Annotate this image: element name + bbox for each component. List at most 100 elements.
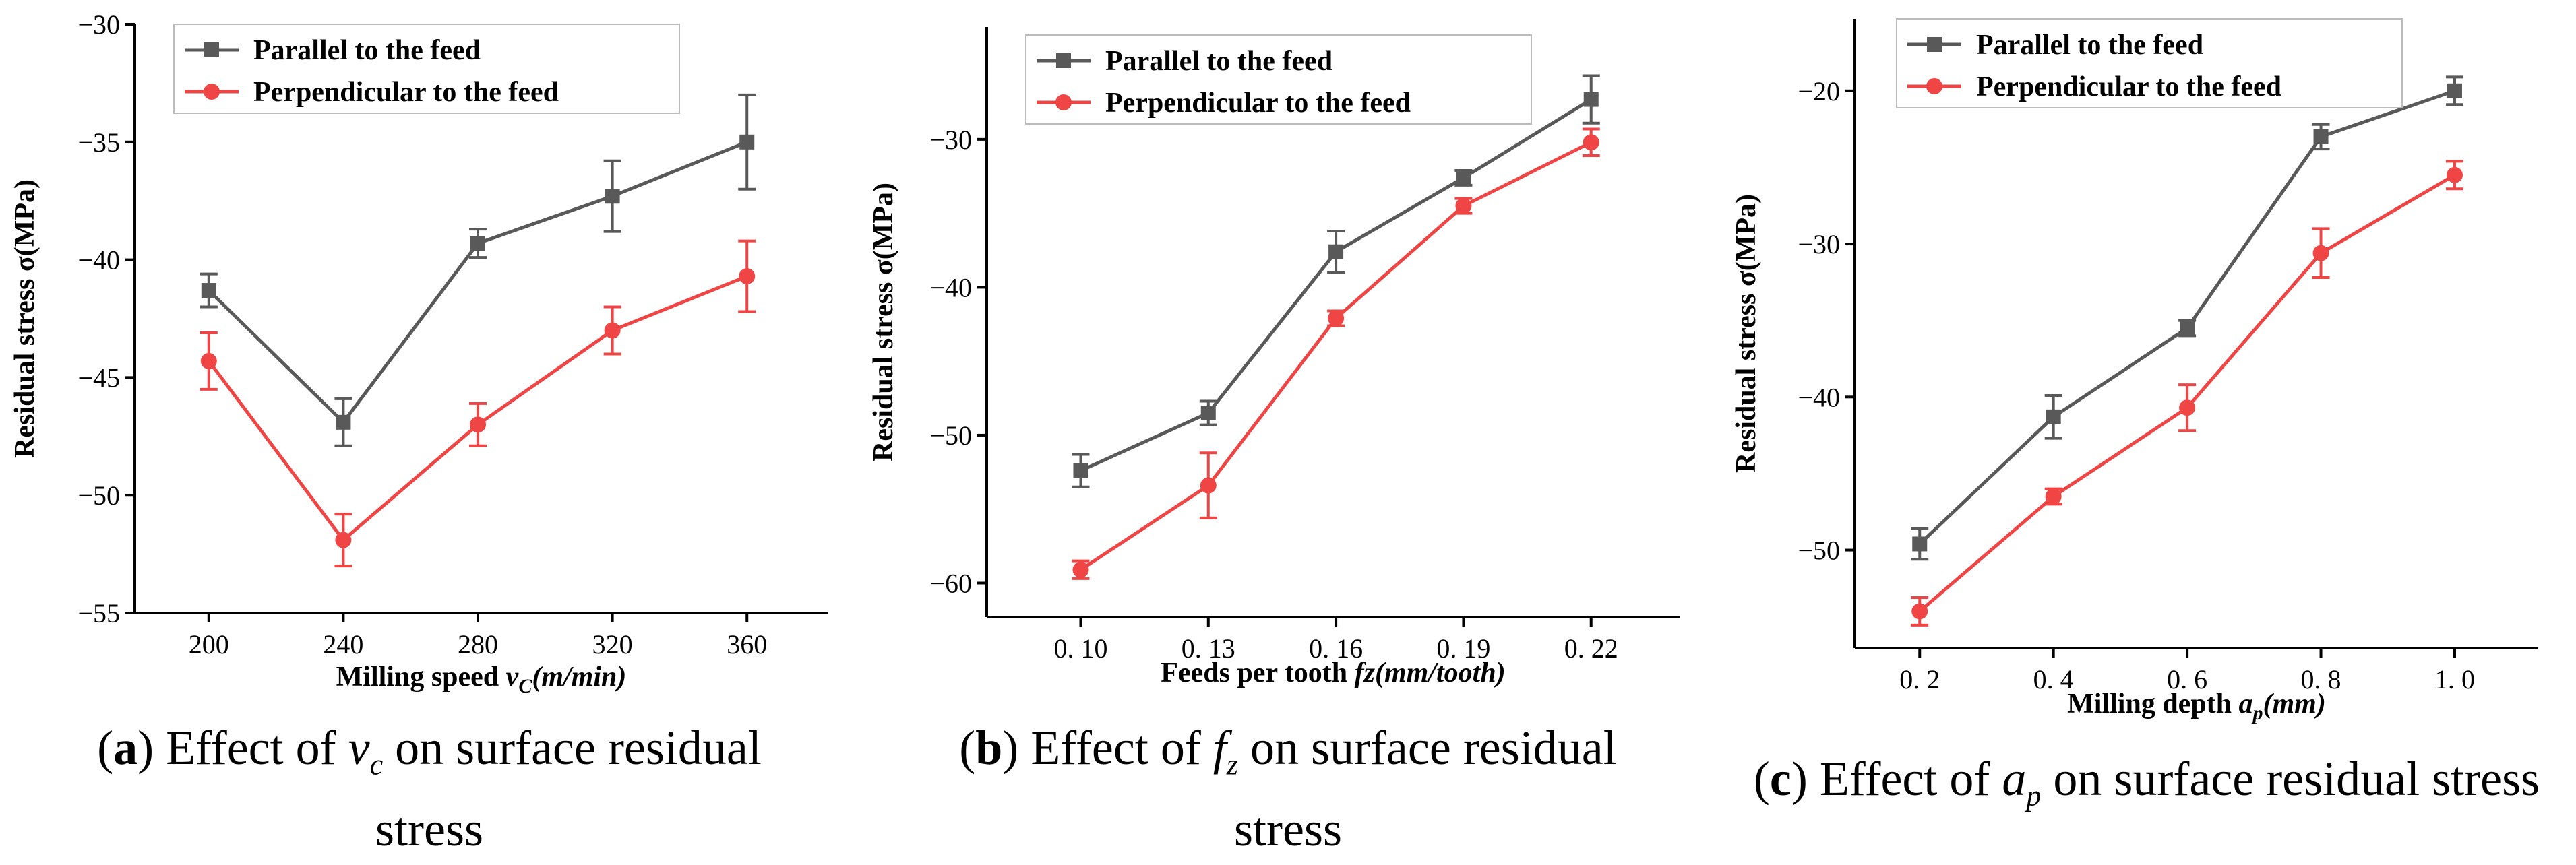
caption-b-letter: b [975,721,1003,775]
chart-a-x-tick-label: 360 [727,629,767,660]
chart-a-y-tick-label: −35 [78,127,120,158]
chart-b-series-perpendicular-point [1455,197,1472,214]
chart-b-y-tick-label: −40 [929,272,972,302]
chart-c-series-parallel-point [2313,129,2329,144]
chart-a-y-tick-label: −55 [78,598,120,629]
caption-a-var: v [348,721,370,775]
caption-c-var: a [2002,752,2027,806]
caption-b-sub: z [1226,748,1238,781]
caption-b-post: on surface residual [1237,721,1617,775]
chart-b-x-label-main: Feeds per tooth [1161,658,1354,688]
chart-a-series-parallel-point [470,236,486,251]
chart-a-y-tick-label: −50 [78,480,120,511]
caption-b-pre: Effect of [1031,721,1213,775]
caption-c-pre: Effect of [1819,752,2002,806]
chart-panel-b: −60 −50 −40 −30 0. 10 0. 13 0. 16 0. 19 0. 22 Res… [859,0,1717,865]
chart-c-y-axis-label: Residual stress σ(MPa) [1731,194,1762,473]
chart-a-series-perpendicular-point [335,532,352,548]
chart-a-legend [173,24,680,114]
chart-b-x-tick-label: 0. 19 [1436,633,1490,664]
chart-c-series-perpendicular-point [2446,166,2463,183]
chart-b-series-perpendicular-point [1328,310,1345,327]
chart-c-legend [1896,18,2403,108]
chart-b-legend-marker [1056,53,1071,68]
chart-b-y-tick-label: −30 [929,125,972,155]
chart-a-series-parallel-point [336,414,351,430]
chart-c-x-label-sub: p [2251,702,2263,724]
caption-a-sub: c [369,748,384,781]
chart-c-y-tick-label: −20 [1798,76,1840,106]
chart-a-x-label-sub: C [518,675,532,697]
chart-b-x-tick-label: 0. 10 [1053,633,1107,664]
chart-b-y-tick-label: −60 [929,569,972,599]
caption-a-line2: stress [375,802,483,857]
chart-c-legend-marker [1926,78,1942,94]
chart-a-legend-label: Perpendicular to the feed [253,77,559,108]
chart-c-x-label-unit: (mm) [2263,688,2326,719]
chart-c-x-label-main: Milling depth [2067,688,2238,719]
chart-c-y-tick-label: −50 [1798,536,1840,566]
chart-a-y-axis-label: Residual stress σ(MPa) [9,179,40,458]
chart-c-series-parallel-point [2046,409,2061,424]
chart-b-series-parallel-point [1073,463,1088,478]
chart-a-x-label-unit: (m/min) [532,662,626,693]
chart-b-plot: −60 −50 −40 −30 0. 10 0. 13 0. 16 0. 19 0. 22 Res… [868,27,1680,688]
chart-c-x-tick-label: 1. 0 [2434,664,2475,695]
chart-b-series-perpendicular-point [1072,561,1089,578]
caption-c: (c) Effect of ap on surface residual str… [1753,752,2540,812]
caption-b-var: f [1213,721,1227,775]
chart-c-x-tick-label: 0. 6 [2167,664,2207,695]
chart-a-x-tick-label: 200 [189,629,229,660]
chart-c-plot: −50 −40 −30 −20 0. 2 0. 4 0. 6 0. 8 1. 0 Residual… [1731,18,2538,724]
chart-b-y-axis-label: Residual stress σ(MPa) [868,183,899,461]
chart-a-x-label-main: Milling speed [336,662,506,693]
chart-a-plot: −55 −50 −45 −40 −35 −30 200 240 280 320 360 Residua… [9,9,828,697]
chart-b-series-parallel-point [1328,244,1344,259]
chart-a-y-tick-label: −30 [78,9,120,40]
chart-a-series-parallel-point [739,134,755,150]
chart-c-series-parallel-point [2180,321,2195,336]
chart-b-x-tick-label: 0. 13 [1182,633,1235,664]
chart-b-x-axis-label: Feeds per tooth fz(mm/tooth) [1161,658,1505,688]
chart-b-series-parallel-point [1456,170,1471,185]
chart-a-x-axis-label: Milling speed vC(m/min) [336,662,627,697]
chart-b-series-perpendicular-point [1200,477,1217,494]
caption-a-letter: a [113,721,138,775]
chart-c-x-tick-label: 0. 8 [2301,664,2341,695]
chart-c-series-perpendicular-point [2312,245,2329,261]
chart-a-x-label-var: v [506,662,520,693]
chart-b-x-tick-label: 0. 16 [1309,633,1363,664]
chart-c-series-perpendicular-point [1911,603,1928,620]
caption-c-post: on surface residual stress [2041,752,2540,806]
chart-c-x-axis-label: Milling depth ap(mm) [2067,688,2326,724]
caption-c-sub: p [2026,779,2042,812]
chart-c-x-tick-label: 0. 2 [1899,664,1940,695]
chart-c-y-tick-label: −40 [1798,382,1840,412]
chart-c-legend-label: Parallel to the feed [1976,30,2203,61]
caption-a-pre: Effect of [166,721,348,775]
chart-c-legend-marker [1927,37,1942,52]
chart-b-x-label-var: fz [1355,658,1376,688]
chart-a-series-perpendicular-point [200,352,217,369]
chart-c-series-parallel-point [1912,536,1928,552]
chart-panel-a: −55 −50 −45 −40 −35 −30 200 240 280 320 360 Residua… [0,0,859,865]
chart-b-x-label-unit: (mm/tooth) [1375,658,1506,688]
chart-a-x-tick-label: 240 [323,629,363,660]
chart-a-y-tick-label: −45 [78,362,120,393]
chart-c-legend-label: Perpendicular to the feed [1976,71,2281,102]
chart-b-x-tick-label: 0. 22 [1564,633,1618,664]
caption-a-post: on surface residual [383,721,762,775]
chart-a-legend-label: Parallel to the feed [253,35,481,66]
caption-a: (a) Effect of vc on surface residual str… [97,721,762,857]
chart-a-series-perpendicular-point [604,322,621,339]
chart-c-series-perpendicular-point [2179,399,2196,416]
chart-a-series-parallel-point [605,189,620,204]
chart-b-series-parallel-point [1583,92,1599,107]
chart-a-x-tick-label: 280 [458,629,498,660]
chart-c-series-parallel-point [2447,83,2462,98]
chart-a-legend-marker [204,84,220,100]
chart-a-series-parallel-point [201,283,216,298]
chart-a-series-perpendicular-point [739,268,756,285]
chart-b-series-parallel-point [1200,406,1216,421]
chart-panel-c: −50 −40 −30 −20 0. 2 0. 4 0. 6 0. 8 1. 0 Residual… [1717,0,2576,865]
